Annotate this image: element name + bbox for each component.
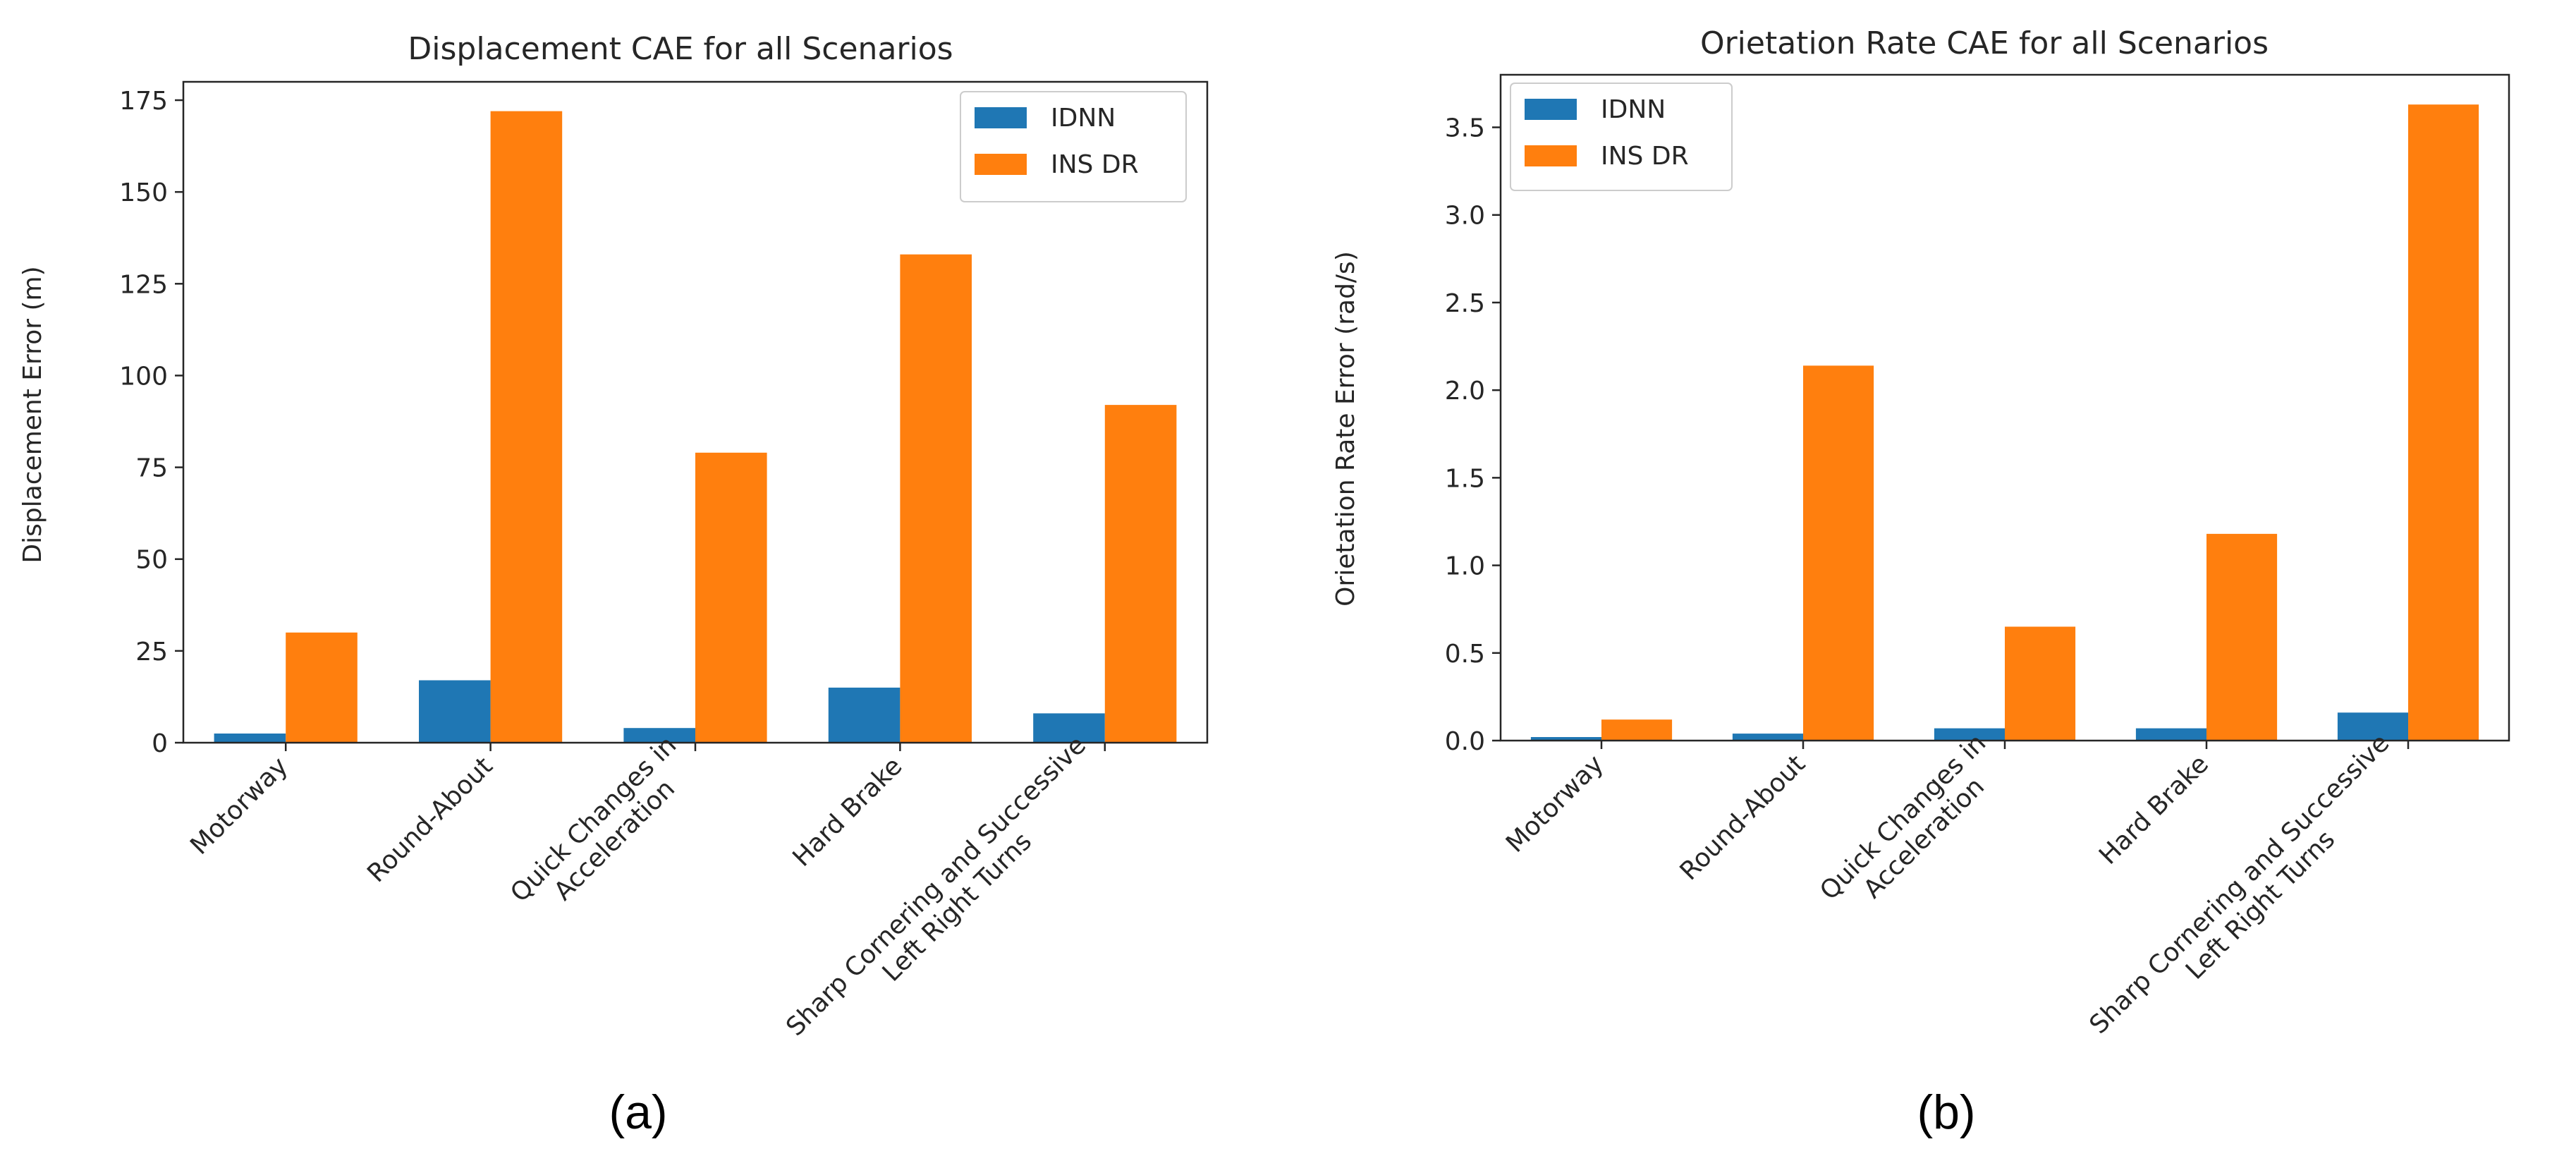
y-tick-label: 2.0 bbox=[1445, 377, 1485, 406]
y-tick-label: 175 bbox=[119, 87, 168, 116]
legend-swatch-ins-dr bbox=[1525, 145, 1577, 166]
bar-ins-dr-5 bbox=[1104, 405, 1177, 743]
y-tick-label: 25 bbox=[135, 638, 168, 667]
y-tick-label: 1.5 bbox=[1445, 464, 1485, 493]
bar-ins-dr-1 bbox=[1601, 719, 1673, 741]
y-tick-label: 3.0 bbox=[1445, 202, 1485, 231]
bar-idnn-4 bbox=[2135, 728, 2206, 741]
panel-label: (a) bbox=[609, 1085, 667, 1139]
legend-swatch-idnn bbox=[1525, 99, 1577, 120]
chart-title: Orietation Rate CAE for all Scenarios bbox=[1700, 25, 2269, 61]
bar-idnn-1 bbox=[1530, 737, 1601, 741]
bar-ins-dr-4 bbox=[900, 254, 972, 743]
y-tick-label: 75 bbox=[135, 454, 168, 483]
y-tick-label: 150 bbox=[119, 178, 168, 207]
bar-ins-dr-3 bbox=[2005, 626, 2076, 741]
y-tick-label: 0.0 bbox=[1445, 727, 1485, 756]
legend-label: INS DR bbox=[1601, 142, 1689, 171]
bar-idnn-1 bbox=[214, 734, 286, 743]
bar-idnn-5 bbox=[1033, 713, 1105, 743]
chart-title: Displacement CAE for all Scenarios bbox=[408, 31, 953, 67]
y-tick-label: 1.0 bbox=[1445, 552, 1485, 581]
legend-label: IDNN bbox=[1601, 95, 1666, 124]
bar-ins-dr-2 bbox=[1803, 365, 1874, 741]
bar-ins-dr-2 bbox=[490, 111, 563, 743]
legend-label: IDNN bbox=[1051, 104, 1116, 133]
legend-swatch-idnn bbox=[975, 107, 1027, 128]
y-tick-label: 50 bbox=[135, 546, 168, 575]
bar-ins-dr-1 bbox=[286, 632, 358, 743]
y-axis-label: Orietation Rate Error (rad/s) bbox=[1331, 251, 1360, 607]
y-tick-label: 2.5 bbox=[1445, 289, 1485, 318]
bar-idnn-3 bbox=[1934, 728, 2005, 741]
y-tick-label: 0.5 bbox=[1445, 640, 1485, 669]
y-tick-label: 125 bbox=[119, 270, 168, 299]
legend-swatch-ins-dr bbox=[975, 154, 1027, 175]
y-tick-label: 100 bbox=[119, 362, 168, 391]
y-tick-label: 0 bbox=[152, 729, 168, 758]
bar-idnn-2 bbox=[419, 680, 491, 743]
bar-idnn-5 bbox=[2337, 712, 2408, 741]
bar-idnn-2 bbox=[1732, 734, 1803, 741]
y-axis-label: Displacement Error (m) bbox=[18, 266, 47, 563]
legend-label: INS DR bbox=[1051, 150, 1139, 179]
bar-idnn-4 bbox=[828, 687, 901, 743]
bar-ins-dr-3 bbox=[695, 452, 767, 743]
y-tick-label: 3.5 bbox=[1445, 114, 1485, 143]
bar-ins-dr-4 bbox=[2206, 533, 2278, 741]
bar-ins-dr-5 bbox=[2408, 104, 2479, 741]
bar-idnn-3 bbox=[623, 728, 695, 743]
panel-label: (b) bbox=[1917, 1085, 1975, 1139]
